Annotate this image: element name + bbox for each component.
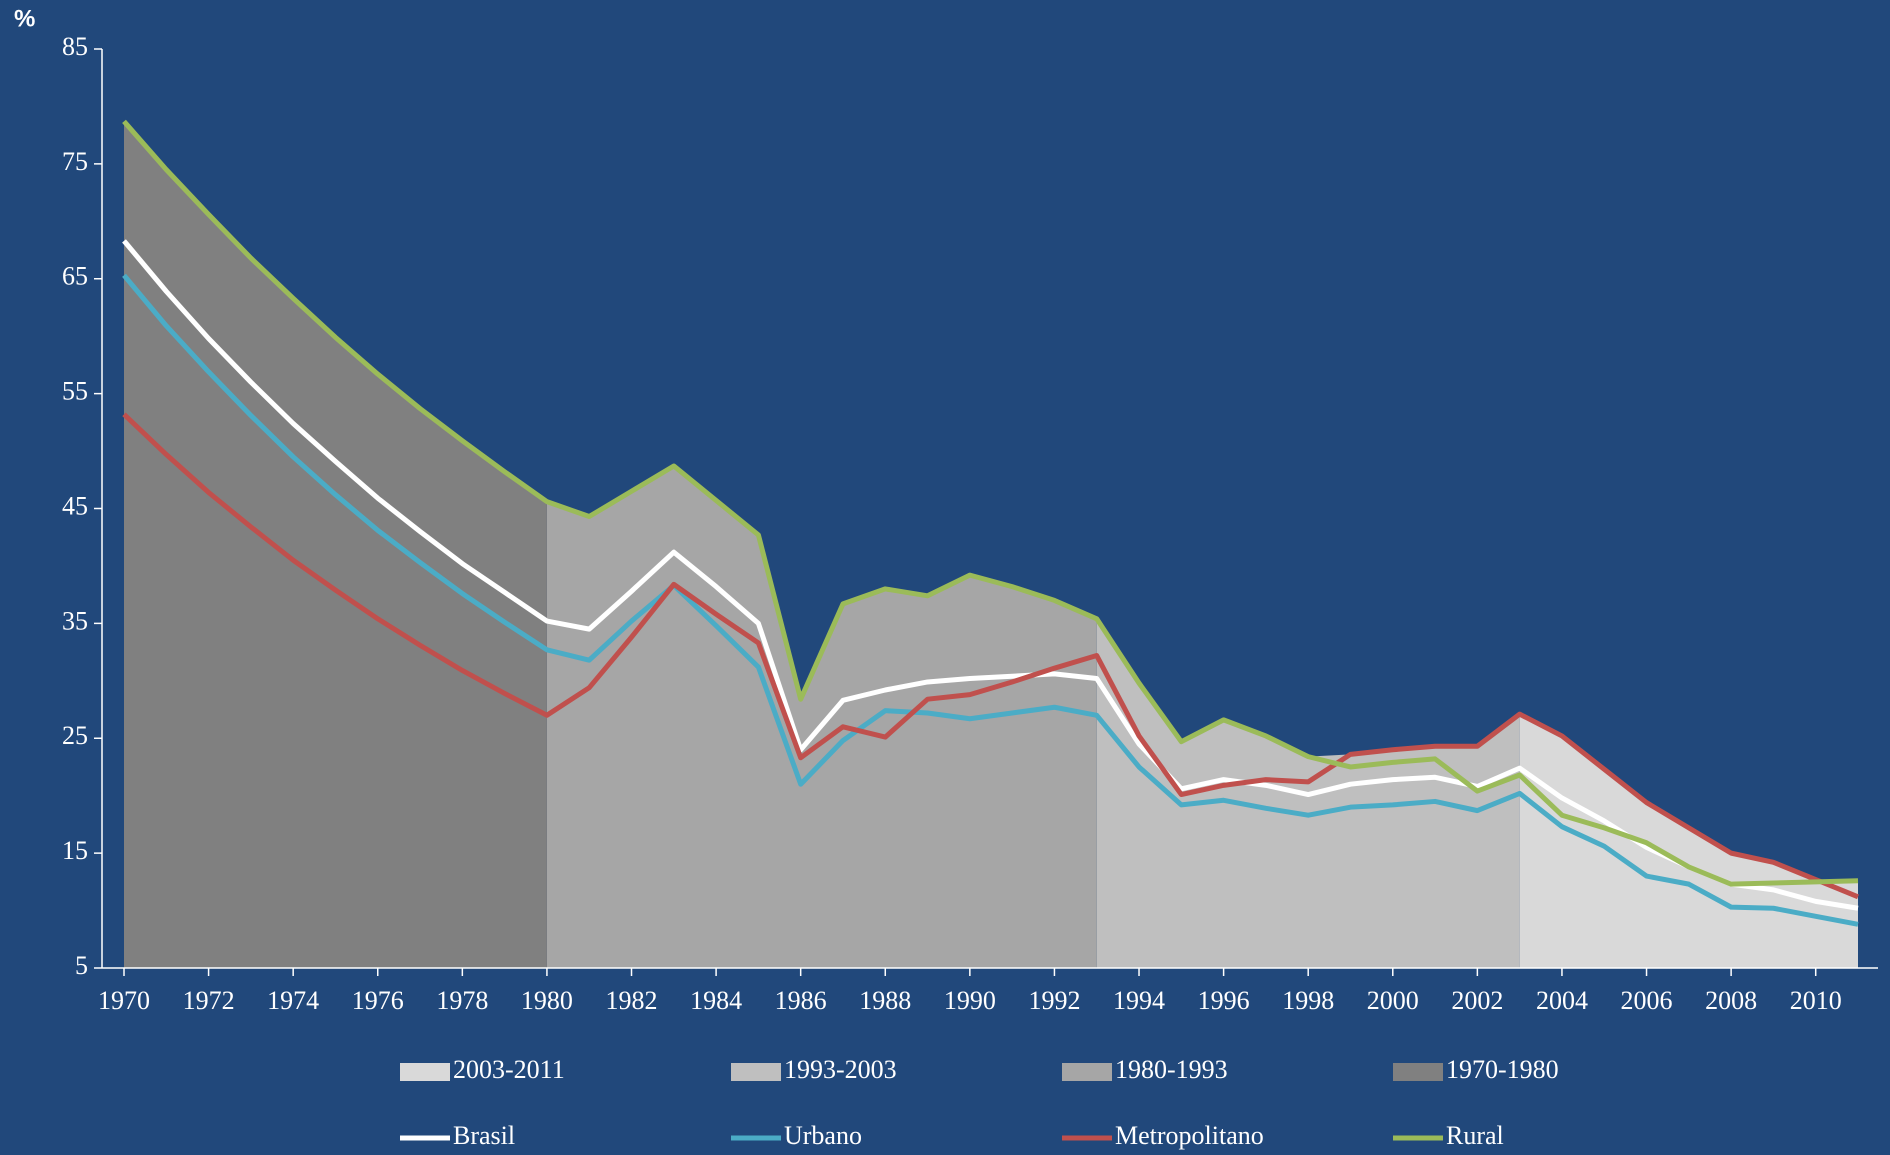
series-line — [122, 119, 1859, 887]
x-tick-label: 1998 — [1282, 986, 1334, 1015]
legend-label: Metropolitano — [1115, 1121, 1264, 1150]
x-tick-label: 2010 — [1790, 986, 1842, 1015]
x-tick-label: 1974 — [267, 986, 319, 1015]
x-tick-label: 2002 — [1451, 986, 1503, 1015]
x-tick-label: 1978 — [436, 986, 488, 1015]
x-tick-label: 2004 — [1536, 986, 1588, 1015]
legend-label: Urbano — [784, 1121, 862, 1150]
legend-swatch — [731, 1063, 781, 1081]
series-line — [122, 412, 1859, 900]
y-axis-label: % — [14, 5, 35, 32]
x-tick-label: 1982 — [606, 986, 658, 1015]
x-tick-label: 2000 — [1367, 986, 1419, 1015]
x-tick-label: 2008 — [1705, 986, 1757, 1015]
legend-swatch — [1062, 1063, 1112, 1081]
series-lines — [122, 119, 1859, 927]
axes: 5 15 25 35 45 55 65 75 85 1970 1972 1974 1976 1978 198… — [62, 32, 1878, 1015]
series-line — [122, 239, 1859, 911]
period-area — [1519, 714, 1858, 968]
y-tick-label: 65 — [62, 262, 88, 291]
legend-label: Rural — [1446, 1121, 1504, 1150]
y-tick-label: 25 — [62, 721, 88, 750]
legend-label: 1980-1993 — [1115, 1055, 1228, 1084]
legend-label: Brasil — [453, 1121, 515, 1150]
y-tick-label: 85 — [62, 32, 88, 61]
y-tick-label: 15 — [62, 836, 88, 865]
legend: 2003-2011 1993-2003 1980-1993 1970-1980 Bras… — [400, 1055, 1559, 1150]
x-tick-label: 1994 — [1113, 986, 1165, 1015]
legend-swatch — [1393, 1063, 1443, 1081]
y-tick-label: 5 — [75, 951, 88, 980]
x-tick-label: 2006 — [1621, 986, 1673, 1015]
y-tick-label: 35 — [62, 606, 88, 635]
x-tick-label: 1990 — [944, 986, 996, 1015]
legend-swatch — [400, 1063, 450, 1081]
x-tick-label: 1972 — [183, 986, 235, 1015]
x-tick-label: 1976 — [352, 986, 404, 1015]
x-tick-label: 1988 — [859, 986, 911, 1015]
legend-label: 1993-2003 — [784, 1055, 897, 1084]
x-tick-label: 1986 — [775, 986, 827, 1015]
x-tick-label: 1970 — [98, 986, 150, 1015]
legend-label: 2003-2011 — [453, 1055, 565, 1084]
y-tick-label: 45 — [62, 491, 88, 520]
x-tick-label: 1984 — [690, 986, 742, 1015]
series-line — [122, 273, 1859, 927]
y-tick-label: 75 — [62, 147, 88, 176]
x-tick-label: 1980 — [521, 986, 573, 1015]
x-tick-label: 1992 — [1028, 986, 1080, 1015]
y-tick-label: 55 — [62, 377, 88, 406]
period-area — [124, 121, 547, 969]
legend-label: 1970-1980 — [1446, 1055, 1559, 1084]
x-tick-label: 1996 — [1198, 986, 1250, 1015]
